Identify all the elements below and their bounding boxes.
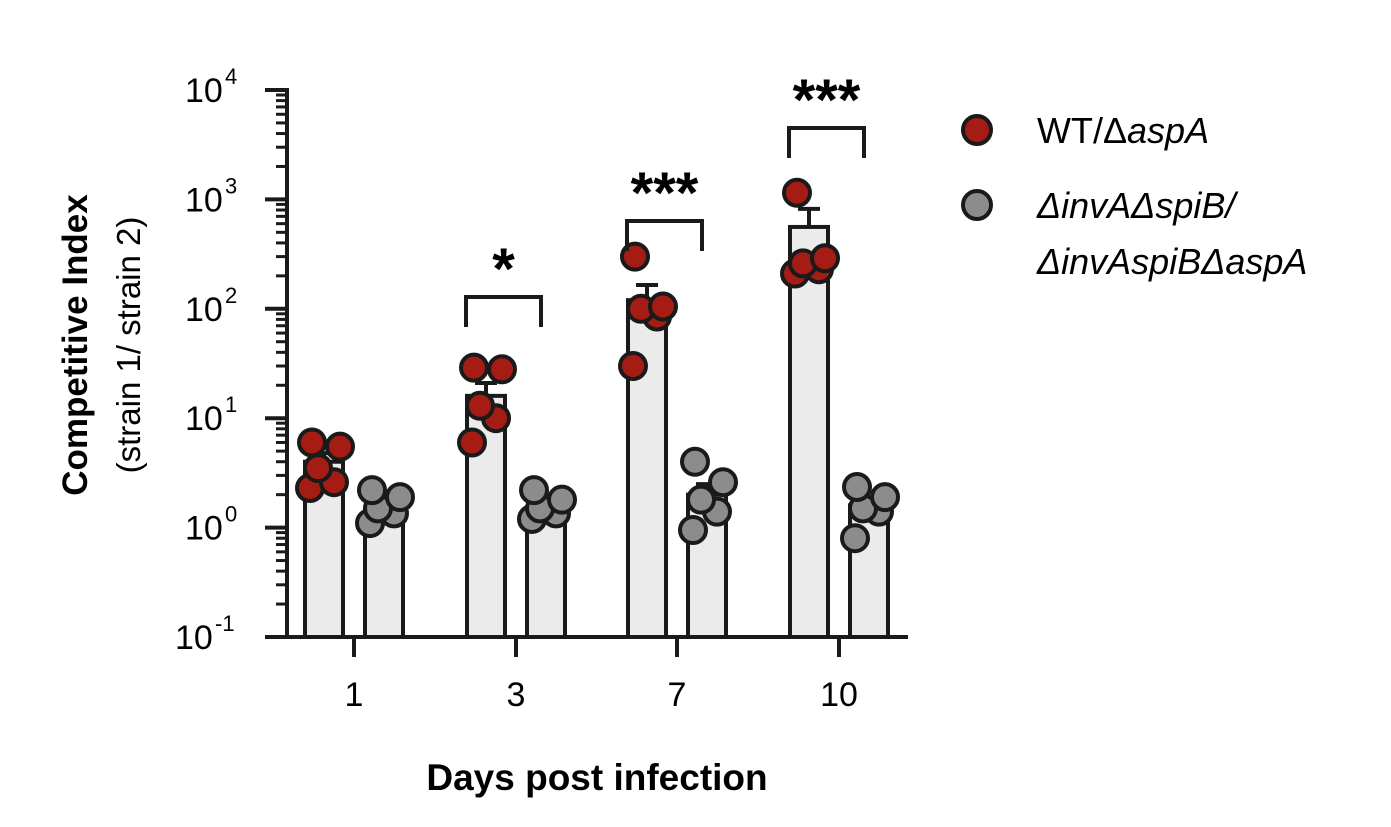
- data-point-series2: [547, 484, 577, 515]
- data-point-series1: [465, 390, 495, 421]
- x-tick-label-1: 1: [345, 676, 364, 714]
- x-tick-label-10: 10: [820, 676, 858, 714]
- y-tick-label: 10: [185, 72, 223, 110]
- y-tick-exponent: 2: [225, 283, 237, 308]
- y-tick-label: 10: [185, 291, 223, 329]
- data-point-series1: [810, 243, 840, 274]
- data-point-series2: [842, 472, 872, 503]
- x-tick-label-7: 7: [668, 676, 687, 714]
- y-tick-label: 10: [185, 510, 223, 548]
- y-tick-label: 10: [185, 181, 223, 219]
- legend-marker-invA-spiB: [961, 189, 993, 221]
- data-point-series1: [459, 352, 489, 383]
- bar-series1-day10: [788, 224, 830, 639]
- y-tick-exponent: 3: [225, 173, 237, 198]
- significance-marker: ***: [793, 68, 861, 133]
- significance-marker: *: [492, 237, 515, 302]
- bar-series1-day7: [626, 298, 668, 639]
- legend-label-invA-spiB-line1: ΔinvAΔspiB/: [1036, 185, 1239, 226]
- y-axis-title: Competitive Index: [56, 194, 95, 496]
- significance-bracket: [464, 295, 543, 327]
- x-axis: 1 3 7 10: [285, 635, 908, 714]
- data-point-series2: [385, 482, 415, 513]
- data-point-series1: [325, 431, 355, 462]
- legend: WT/ΔaspA ΔinvAΔspiB/ ΔinvAspiBΔaspA: [961, 110, 1307, 282]
- y-tick-exponent: 1: [225, 392, 237, 417]
- legend-label-wt-aspA: WT/ΔaspA: [1037, 110, 1209, 151]
- data-point-series1: [303, 453, 333, 484]
- data-point-series2: [357, 475, 387, 506]
- data-point-series2: [870, 482, 900, 513]
- legend-label-wt-part: WT/Δ: [1037, 110, 1127, 151]
- significance-bracket: [625, 219, 704, 251]
- legend-label-aspA-part: aspA: [1127, 110, 1209, 151]
- legend-marker-wt-aspA: [961, 114, 993, 146]
- points-layer: [295, 177, 900, 554]
- data-point-series2: [678, 515, 708, 546]
- legend-label-invA-spiB-line2: ΔinvAspiBΔaspA: [1036, 241, 1307, 282]
- data-point-series1: [648, 291, 678, 322]
- x-tick-label-3: 3: [507, 676, 526, 714]
- x-axis-title: Days post infection: [426, 757, 767, 798]
- data-point-series1: [782, 177, 812, 208]
- significance-marker: ***: [631, 161, 699, 226]
- data-point-series1: [618, 351, 648, 382]
- y-axis-label: Competitive Index (strain 1/ strain 2): [56, 194, 147, 496]
- y-tick-exponent: 0: [225, 502, 237, 527]
- y-tick-exponent: -1: [215, 611, 235, 636]
- data-point-series2: [519, 475, 549, 506]
- y-tick-label: 10: [185, 400, 223, 438]
- data-point-series1: [297, 427, 327, 458]
- data-point-series2: [686, 484, 716, 515]
- data-point-series1: [487, 354, 517, 385]
- significance-layer: *******: [464, 68, 866, 327]
- y-tick-label: 10: [175, 619, 213, 657]
- significance-bracket: [787, 126, 866, 158]
- data-point-series2: [680, 446, 710, 477]
- data-point-series2: [840, 523, 870, 554]
- data-point-series1: [457, 427, 487, 458]
- y-tick-exponent: 4: [225, 64, 237, 89]
- y-axis-subtitle: (strain 1/ strain 2): [110, 217, 147, 474]
- data-point-series2: [708, 467, 738, 498]
